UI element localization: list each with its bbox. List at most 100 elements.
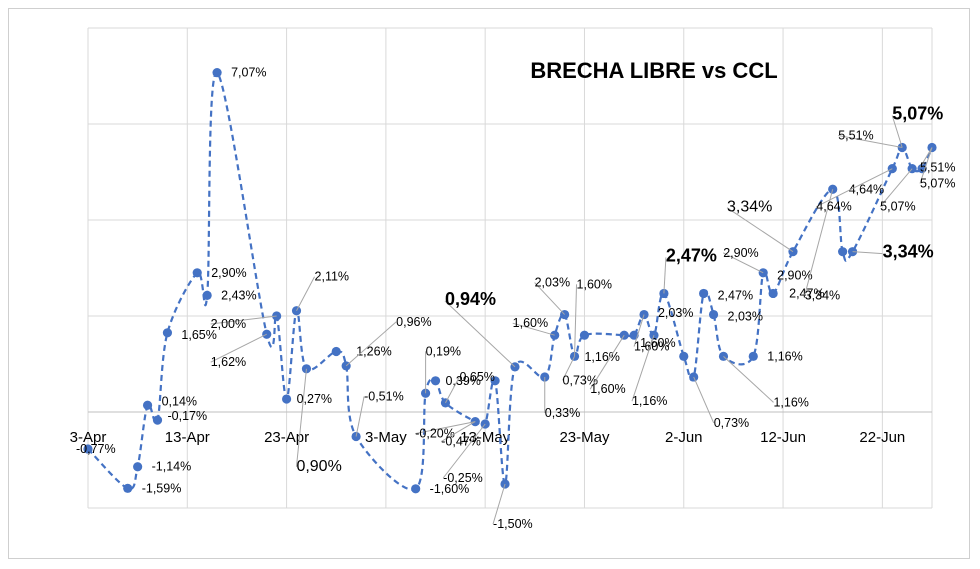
x-tick-label: 3-Apr [70,429,107,446]
data-label: 1,16% [584,350,619,364]
data-label: 1,60% [590,382,625,396]
x-tick-label: 3-May [365,429,407,446]
data-point [748,351,758,361]
data-point [887,164,897,174]
data-point [430,376,441,386]
data-point [202,290,212,300]
data-label: 0,19% [426,344,461,358]
chart-data-labels: -0,77% -1,59% -1,14% 0,14%-0,17% 1,65% 2,90% 2… [76,66,955,531]
label-leader-line [804,189,834,296]
data-label: -0,20% [415,427,455,441]
label-leader-line [852,251,883,255]
label-leader-line [210,333,267,363]
data-label: 1,65% [181,328,216,342]
data-point [758,268,768,278]
data-point [123,483,133,493]
data-label: 7,07% [231,66,266,80]
x-tick-label: 13-Apr [165,429,210,446]
label-leader-line [816,168,893,208]
data-label: 5,07% [920,177,955,191]
data-label: -1,59% [142,481,182,495]
data-point [679,351,689,361]
data-point [579,330,590,340]
data-label: 2,03% [535,276,570,290]
x-tick-label: 13-May [460,429,511,446]
data-label: 0,96% [396,315,431,329]
data-point [838,247,848,257]
data-point [699,288,709,299]
data-label: 1,60% [640,336,675,350]
data-point [411,484,421,494]
data-point [768,288,778,299]
label-leader-line [891,115,903,148]
data-label: -0,17% [168,409,208,423]
data-label: 2,47% [718,288,753,302]
data-label: 5,51% [920,161,955,175]
data-label: 3,34% [805,288,840,302]
data-label: 0,39% [445,374,480,388]
data-label: 2,11% [315,270,350,284]
data-label: 1,60% [577,277,612,291]
data-label: 2,90% [211,266,246,280]
x-axis: 3-Apr 13-Apr 23-Apr 3-May 13-May 23-May 2-Jun 1… [70,429,906,446]
data-label: -1,60% [430,482,470,496]
data-label: 2,90% [723,246,758,260]
label-leader-line [440,421,476,443]
label-leader-line [512,322,555,336]
data-label: 5,07% [880,200,915,214]
data-point [162,328,173,338]
label-leader-line [295,368,307,467]
data-point [281,394,292,404]
label-leader-line [355,396,365,437]
data-label: 1,16% [767,349,802,363]
label-leader-line [492,483,506,525]
label-leader-line [574,284,578,357]
data-label: 3,34% [883,242,934,262]
data-label: 1,16% [632,394,667,408]
label-leader-line [633,314,645,347]
label-leader-line [726,207,794,253]
data-label: 1,16% [773,395,808,409]
data-point [828,184,838,194]
data-label: 2,47% [789,286,824,300]
data-point [331,346,341,357]
data-label: -1,14% [152,460,192,474]
data-label: 0,14% [162,394,197,408]
x-tick-label: 22-Jun [859,429,905,446]
data-label: -0,77% [76,442,116,456]
x-tick-label: 23-May [559,429,610,446]
data-label: 3,34% [727,199,772,216]
label-leader-line [415,421,476,435]
label-leader-line [722,252,764,274]
data-label: 2,43% [221,288,256,302]
data-point [639,309,649,320]
data-point [927,142,937,153]
data-label: 5,07% [892,104,943,124]
data-label: -0,47% [441,435,481,449]
label-leader-line [919,147,933,168]
data-label: 0,73% [563,373,598,387]
label-leader-line [210,315,277,325]
x-tick-label: 23-Apr [264,429,309,446]
data-label: 2,00% [211,317,246,331]
chart-grid [87,27,933,509]
data-point [708,309,719,320]
label-leader-line [562,356,575,381]
data-label: 1,60% [634,340,669,354]
label-leader-line [631,335,655,402]
label-leader-line [444,300,516,368]
data-point [152,415,163,425]
data-label: 4,64% [816,200,851,214]
label-leader-line [663,257,667,294]
label-leader-line [296,276,315,311]
data-label: 0,65% [459,370,494,384]
label-leader-line [442,423,486,479]
label-leader-line [693,376,715,424]
data-label: 2,03% [728,310,763,324]
data-label: 4,64% [849,182,884,196]
data-point [212,68,222,78]
data-point [133,462,143,472]
chart-frame [8,8,970,559]
x-tick-label: 12-Jun [760,429,806,446]
